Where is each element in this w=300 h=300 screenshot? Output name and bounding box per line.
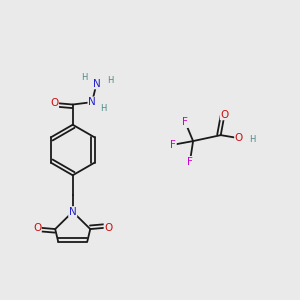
Text: H: H (81, 73, 88, 82)
Text: F: F (187, 157, 193, 166)
Text: O: O (104, 223, 112, 232)
Text: H: H (100, 103, 106, 112)
Text: N: N (93, 79, 101, 89)
Text: O: O (235, 133, 243, 143)
Text: O: O (33, 223, 41, 232)
Text: F: F (170, 140, 176, 150)
Text: F: F (182, 117, 188, 128)
Text: O: O (50, 98, 58, 108)
Text: N: N (69, 207, 76, 217)
Text: H: H (249, 134, 255, 143)
Text: H: H (107, 76, 113, 85)
Text: O: O (220, 110, 229, 120)
Text: N: N (88, 97, 96, 107)
